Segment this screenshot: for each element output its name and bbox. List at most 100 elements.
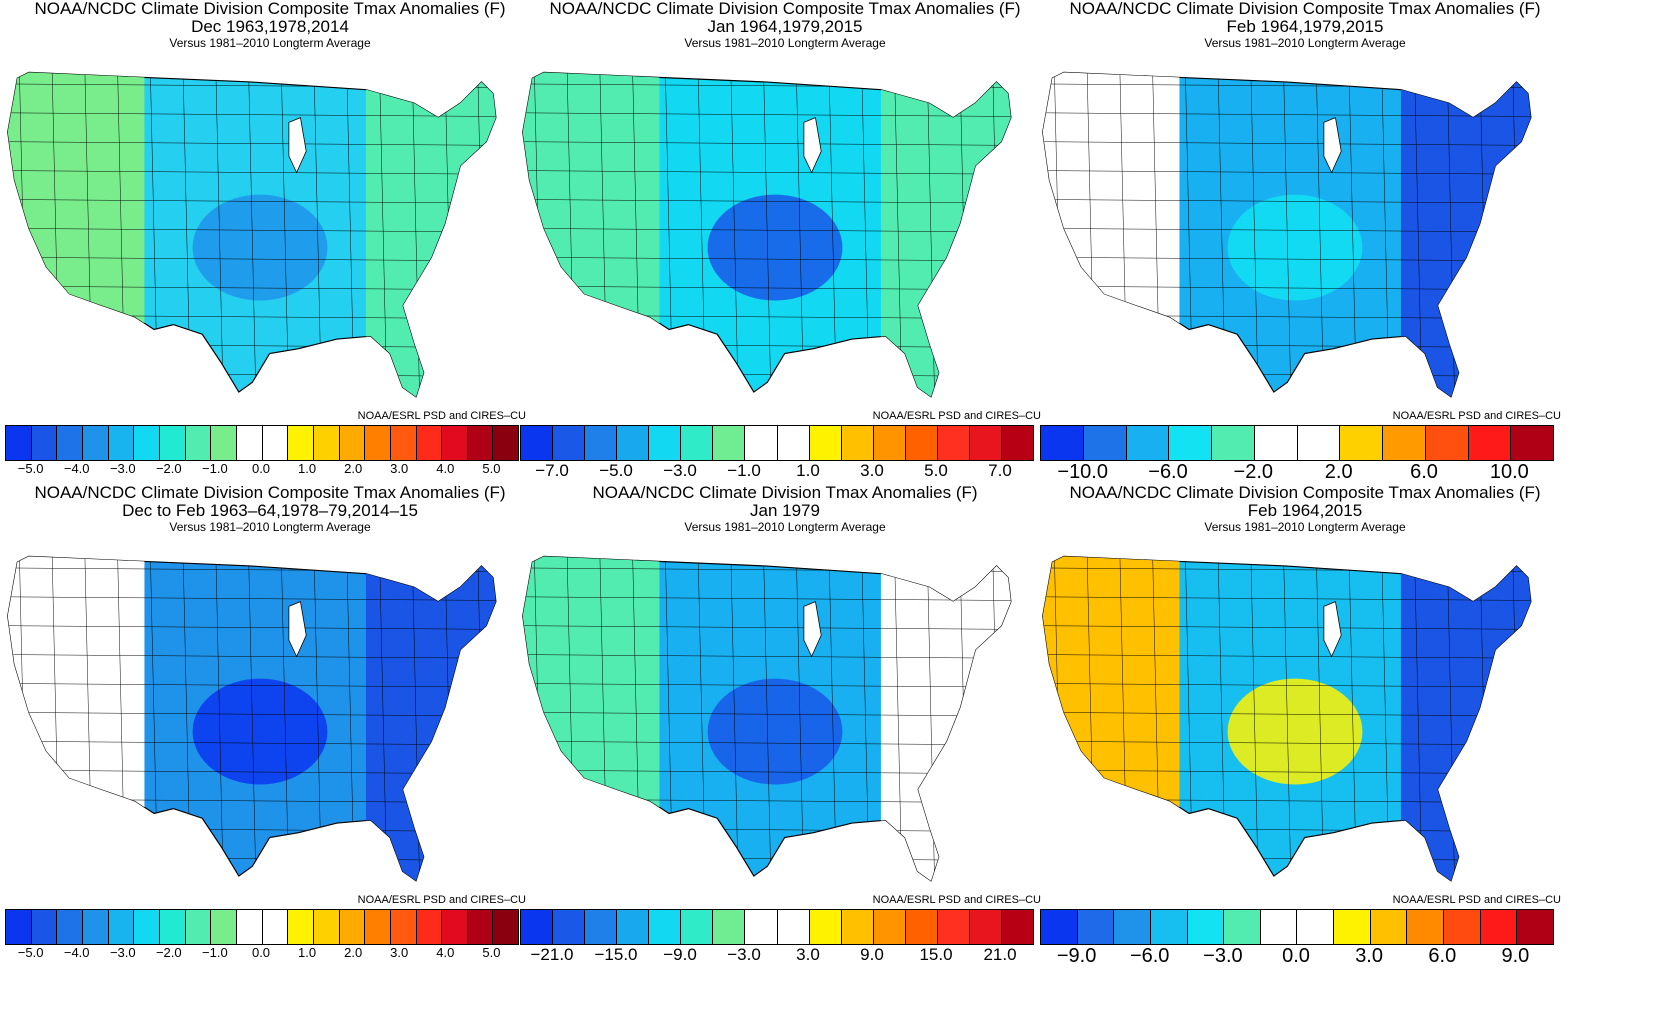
- legend-swatch: [969, 426, 1002, 460]
- color-legend-bar: [5, 909, 519, 945]
- legend-swatch: [873, 910, 906, 944]
- division-line: [1042, 112, 1531, 117]
- map-baseline: Versus 1981–2010 Longterm Average: [169, 519, 371, 534]
- legend-swatch: [211, 426, 237, 460]
- map-title: NOAA/NCDC Climate Division Composite Tma…: [1069, 0, 1541, 18]
- legend-swatch: [1517, 910, 1553, 944]
- legend-swatch: [31, 426, 58, 460]
- division-line: [7, 856, 496, 861]
- us-climate-division-map: [1035, 542, 1575, 900]
- legend-tick-label: −6.0: [1129, 945, 1170, 967]
- division-line: [1042, 856, 1531, 861]
- map-period: Feb 1964,2015: [1247, 500, 1363, 520]
- division-line: [522, 170, 1011, 175]
- legend-swatch: [211, 910, 237, 944]
- legend-swatch: [262, 910, 289, 944]
- legend-swatch: [873, 426, 906, 460]
- color-legend-bar: [1040, 425, 1554, 461]
- west-region: [7, 556, 145, 881]
- division-line: [1025, 549, 1033, 894]
- legend-swatch: [553, 910, 586, 944]
- legend-swatch: [82, 426, 109, 460]
- legend-swatch: [905, 910, 938, 944]
- legend-swatch: [1480, 910, 1518, 944]
- east-region: [880, 72, 1011, 397]
- division-line: [1283, 556, 1292, 881]
- legend-swatch: [681, 426, 714, 460]
- legend-tick-label: 2.0: [1324, 461, 1353, 483]
- us-climate-division-map: [0, 542, 540, 900]
- legend-swatch: [617, 426, 650, 460]
- legend-tick-label: 3.0: [796, 945, 820, 964]
- lake-michigan: [803, 117, 822, 174]
- division-line: [1250, 72, 1259, 397]
- legend-swatch: [57, 910, 83, 944]
- legend-swatch: [288, 910, 314, 944]
- division-line: [1042, 683, 1531, 688]
- legend-swatch: [1041, 426, 1084, 460]
- credit-label: NOAA/ESRL PSD and CIRES–CU: [1392, 410, 1561, 422]
- legend-swatch: [1169, 426, 1212, 460]
- division-line: [522, 141, 1011, 146]
- anomaly-core: [1227, 194, 1363, 301]
- division-line: [522, 199, 1011, 204]
- legend-swatch: [777, 910, 810, 944]
- legend-tick-label: −3.0: [109, 461, 136, 476]
- division-line: [515, 886, 1035, 890]
- map-period: Dec 1963,1978,2014: [191, 16, 349, 36]
- legend-swatch: [1114, 910, 1151, 944]
- legend-swatch: [585, 426, 618, 460]
- us-map-svg: [1035, 71, 1555, 406]
- division-line: [7, 712, 496, 717]
- division-line: [1042, 596, 1531, 601]
- legend-tick-label: 9.0: [860, 945, 884, 964]
- division-line: [1042, 199, 1531, 204]
- division-line: [1042, 712, 1531, 717]
- legend-swatch: [467, 426, 494, 460]
- division-line: [7, 199, 496, 204]
- legend-swatch: [713, 426, 746, 460]
- legend-swatch: [1444, 910, 1481, 944]
- map-baseline: Versus 1981–2010 Longterm Average: [169, 35, 371, 50]
- legend-tick-label: −4.0: [63, 461, 90, 476]
- anomaly-core: [192, 194, 328, 301]
- anomaly-core: [707, 194, 843, 301]
- legend-tick-label: 1.0: [796, 461, 820, 480]
- legend-swatch: [1254, 426, 1298, 460]
- legend-swatch: [1001, 426, 1033, 460]
- map-title: NOAA/NCDC Climate Division Tmax Anomalie…: [592, 483, 978, 502]
- west-region: [1042, 556, 1180, 881]
- credit-label: NOAA/ESRL PSD and CIRES–CU: [872, 410, 1041, 422]
- legend-tick-label: 5.0: [924, 461, 948, 480]
- anomaly-core: [192, 678, 328, 785]
- color-legend-bar: [1040, 909, 1554, 945]
- legend-tick-label: 5.0: [482, 945, 501, 960]
- legend-tick-label: −3.0: [663, 461, 697, 480]
- lake-michigan: [1323, 117, 1342, 174]
- legend-swatch: [185, 426, 212, 460]
- legend-swatch: [442, 910, 468, 944]
- division-line: [7, 112, 496, 117]
- legend-tick-label: −10.0: [1057, 461, 1108, 483]
- legend-tick-label: −3.0: [109, 945, 136, 960]
- map-title: NOAA/NCDC Climate Division Composite Tma…: [34, 483, 506, 502]
- division-line: [0, 402, 520, 406]
- division-line: [1035, 402, 1555, 406]
- legend-swatch: [1260, 910, 1298, 944]
- division-line: [215, 556, 224, 881]
- legend-tick-label: −1.0: [202, 461, 228, 476]
- us-map-svg: [522, 71, 1012, 398]
- division-line: [1042, 170, 1531, 175]
- legend-swatch: [365, 910, 391, 944]
- us-map-svg: [515, 549, 1035, 894]
- legend-swatch: [745, 910, 778, 944]
- credit-label: NOAA/ESRL PSD and CIRES–CU: [1392, 894, 1561, 906]
- map-panel-dec: NOAA/NCDC Climate Division Composite Tma…: [0, 0, 540, 476]
- legend-swatch: [1511, 426, 1553, 460]
- legend-tick-label: −15.0: [594, 945, 638, 964]
- division-line: [522, 712, 1011, 717]
- legend-swatch: [1425, 426, 1469, 460]
- west-region: [7, 72, 145, 397]
- title-block: NOAA/NCDC Climate Division Composite Tma…: [1035, 484, 1575, 533]
- legend-swatch: [649, 910, 682, 944]
